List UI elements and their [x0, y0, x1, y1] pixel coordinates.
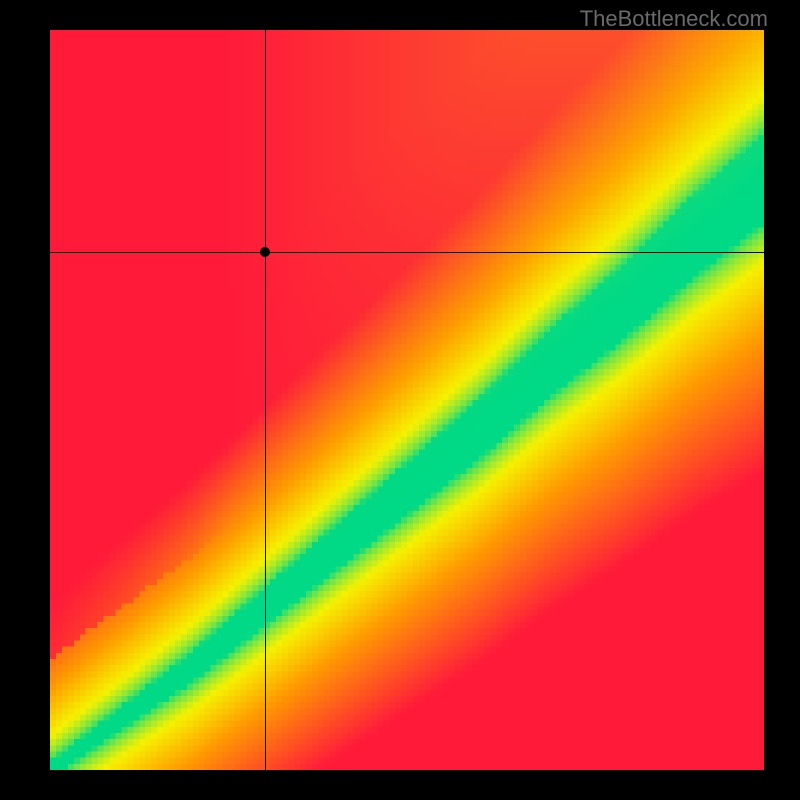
heatmap-plot	[50, 30, 764, 770]
crosshair-horizontal	[50, 252, 764, 253]
marker-dot	[260, 247, 270, 257]
watermark-text: TheBottleneck.com	[580, 6, 768, 32]
crosshair-vertical	[265, 30, 266, 770]
heatmap-canvas	[50, 30, 764, 770]
